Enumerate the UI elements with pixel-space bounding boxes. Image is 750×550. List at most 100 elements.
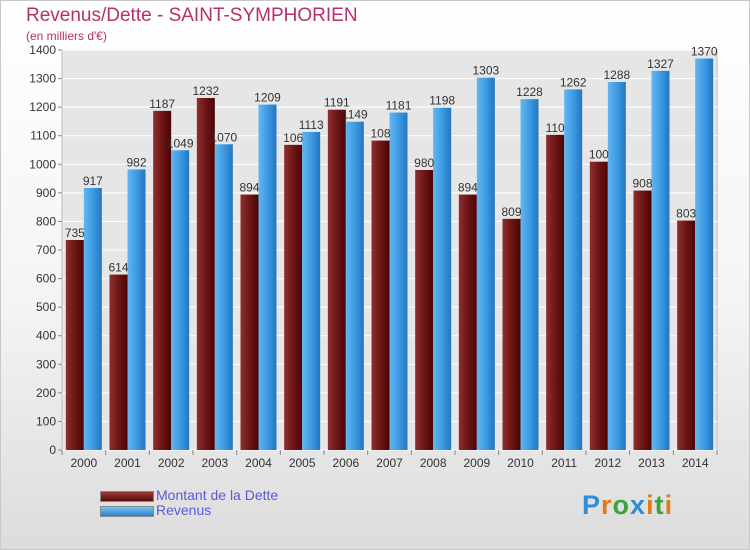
- chart-subtitle: (en milliers d'€): [26, 29, 107, 43]
- bar-revenue: [389, 112, 408, 451]
- x-tick-label: 2001: [114, 456, 141, 470]
- data-label-revenue: 1113: [299, 118, 324, 132]
- data-label-debt: 908: [632, 177, 652, 191]
- y-tick-label: 800: [36, 214, 56, 228]
- x-axis-ticks: 2000 2001 2002 2003 2004 2005 2006 2007 2008 2009…: [61, 450, 718, 470]
- bar-revenue: [564, 89, 583, 450]
- y-tick-label: 0: [49, 443, 56, 457]
- bar-revenue: [83, 188, 102, 450]
- data-label-revenue: 1370: [691, 45, 718, 59]
- x-tick-label: 2003: [201, 456, 228, 470]
- y-tick-label: 900: [36, 186, 56, 200]
- data-label-revenue: 1049: [167, 136, 194, 150]
- x-tick-label: 2004: [245, 456, 272, 470]
- data-label-debt: 735: [65, 226, 85, 240]
- x-tick-label: 2010: [507, 456, 534, 470]
- logo-letter: t: [654, 490, 665, 520]
- bar-debt: [546, 134, 565, 450]
- bars: [65, 58, 714, 451]
- x-tick-label: 2000: [70, 456, 97, 470]
- data-label-revenue: 1149: [342, 108, 368, 122]
- bar-revenue: [214, 144, 233, 451]
- data-label-revenue: 1327: [647, 57, 674, 71]
- y-tick-label: 100: [36, 414, 56, 428]
- bar-revenue: [127, 169, 146, 450]
- bar-debt: [677, 220, 696, 450]
- logo-letter: r: [601, 490, 613, 520]
- bar-debt: [589, 161, 608, 450]
- data-label-revenue: 1209: [254, 91, 281, 105]
- logo-letter: x: [630, 490, 647, 520]
- y-tick-label: 1000: [29, 157, 56, 171]
- logo-letter: o: [612, 490, 631, 520]
- bar-revenue: [695, 58, 714, 450]
- legend-label-revenue: Revenus: [156, 502, 212, 518]
- data-label-revenue: 917: [83, 174, 103, 188]
- data-label-debt: 803: [676, 207, 696, 221]
- data-label-debt: 1232: [192, 84, 219, 98]
- data-label-revenue: 1228: [516, 85, 543, 99]
- bar-revenue: [345, 121, 364, 450]
- x-tick-label: 2007: [376, 456, 403, 470]
- data-label-debt: 614: [108, 261, 128, 275]
- bar-revenue: [651, 70, 670, 450]
- data-label-revenue: 1070: [210, 130, 237, 144]
- bar-debt: [196, 98, 215, 450]
- data-label-debt: 1187: [149, 97, 175, 111]
- x-tick-label: 2009: [463, 456, 490, 470]
- data-label-revenue: 982: [126, 155, 146, 169]
- x-tick-label: 2013: [638, 456, 665, 470]
- data-label-debt: 100: [589, 148, 609, 162]
- x-tick-label: 2005: [289, 456, 316, 470]
- data-label-revenue: 1288: [603, 68, 630, 82]
- legend-swatch-revenue: [100, 506, 154, 517]
- x-tick-label: 2011: [551, 456, 577, 470]
- y-tick-label: 1100: [30, 129, 56, 143]
- data-label-debt: 809: [501, 205, 521, 219]
- y-axis-ticks: 0 100 200 300 400 500 600 700 800 900 1000 1100 1200…: [29, 43, 62, 457]
- bar-debt: [65, 240, 84, 450]
- bar-debt: [109, 274, 128, 450]
- y-tick-label: 600: [36, 272, 56, 286]
- logo-letter: P: [582, 490, 602, 520]
- y-tick-label: 500: [36, 300, 56, 314]
- bar-debt: [153, 110, 172, 450]
- bar-debt: [502, 218, 521, 450]
- y-tick-label: 300: [36, 357, 56, 371]
- data-label-revenue: 1181: [386, 99, 412, 113]
- data-label-debt: 1191: [324, 96, 350, 110]
- y-tick-label: 1300: [29, 72, 56, 86]
- bar-debt: [633, 190, 652, 451]
- x-tick-label: 2012: [594, 456, 621, 470]
- bar-revenue: [258, 104, 277, 451]
- bar-revenue: [607, 82, 626, 450]
- data-label-revenue: 1303: [472, 64, 499, 78]
- data-label-revenue: 1262: [560, 75, 587, 89]
- data-label-revenue: 1198: [429, 94, 455, 108]
- proxiti-logo: Proxiti: [582, 490, 673, 521]
- x-tick-label: 2002: [158, 456, 185, 470]
- bar-debt: [240, 194, 259, 450]
- data-label-debt: 894: [239, 181, 259, 195]
- y-tick-label: 700: [36, 243, 56, 257]
- y-tick-label: 1400: [29, 43, 56, 57]
- data-labels: 7359176149821187104912321070894120910611…: [65, 45, 718, 275]
- bar-debt: [371, 140, 390, 451]
- logo-letter: i: [646, 490, 655, 520]
- bar-debt: [284, 144, 303, 450]
- data-label-debt: 106: [283, 131, 303, 145]
- bar-debt: [415, 170, 434, 450]
- data-label-debt: 110: [546, 121, 565, 135]
- data-label-debt: 894: [458, 181, 478, 195]
- bar-debt: [458, 194, 477, 450]
- x-tick-label: 2006: [332, 456, 359, 470]
- x-tick-label: 2014: [682, 456, 709, 470]
- bar-revenue: [476, 77, 495, 450]
- data-label-debt: 108: [370, 127, 390, 141]
- bar-revenue: [433, 107, 452, 450]
- bar-debt: [327, 109, 346, 450]
- legend-label-debt: Montant de la Dette: [156, 487, 279, 503]
- y-tick-label: 1200: [29, 100, 56, 114]
- chart-title: Revenus/Dette - SAINT-SYMPHORIEN: [26, 5, 358, 26]
